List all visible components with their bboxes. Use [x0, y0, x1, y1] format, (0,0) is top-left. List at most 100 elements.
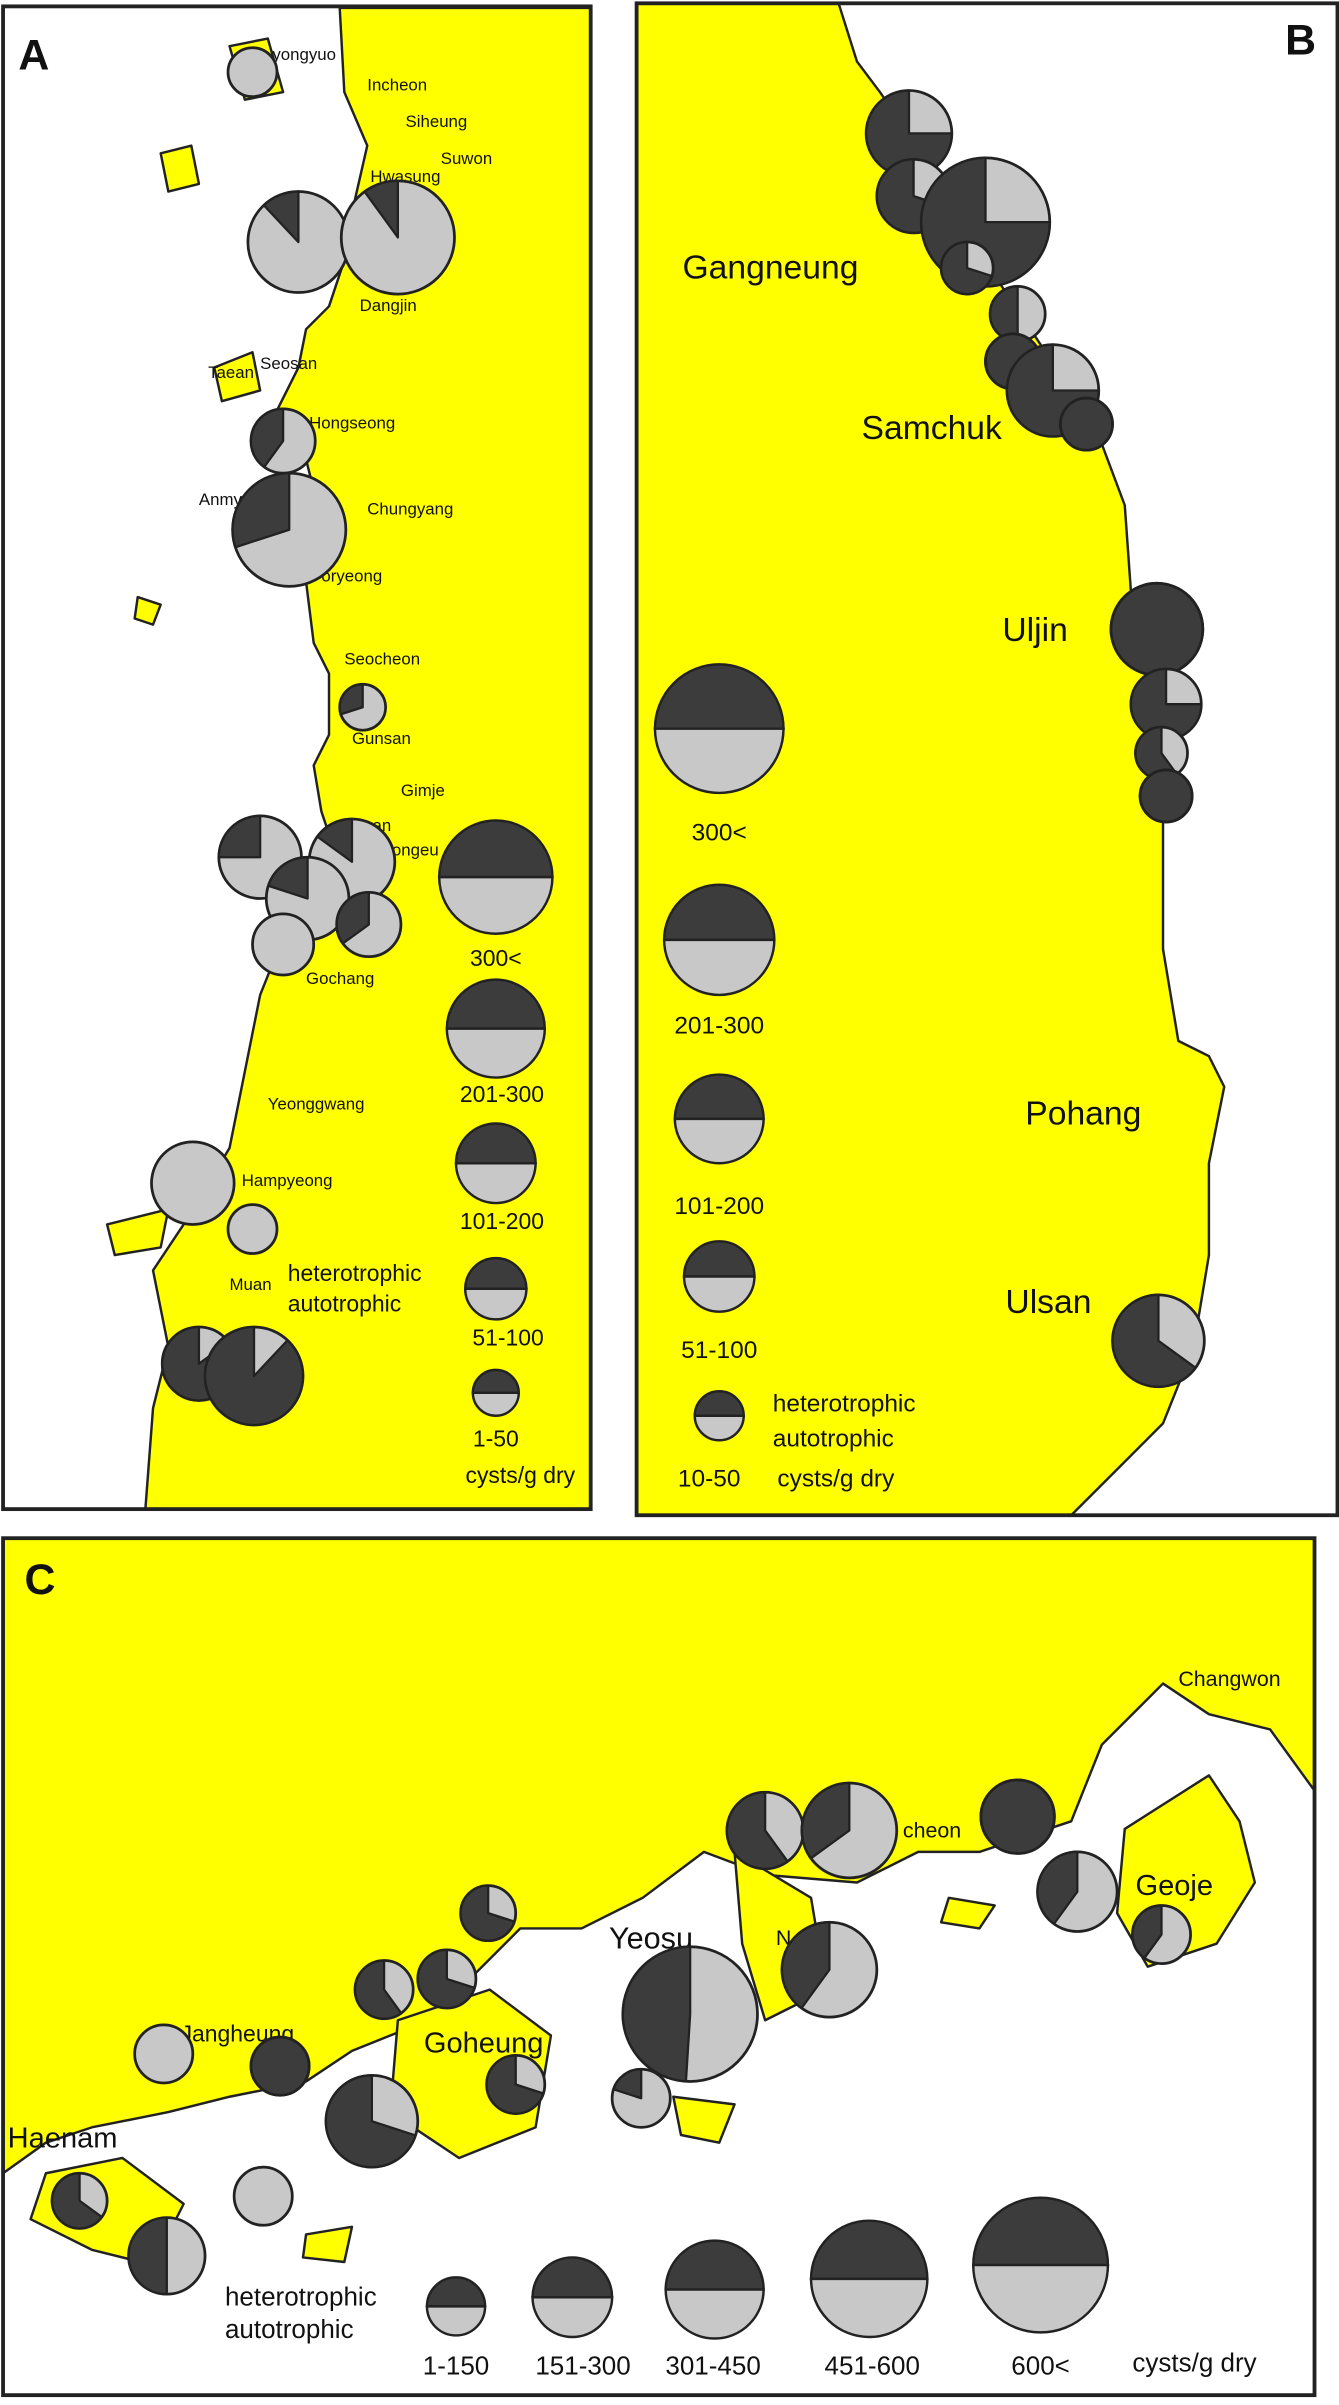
autotrophic-slice [226, 46, 279, 99]
legend-class-label: 300< [692, 820, 747, 847]
legend-class-label: 301-450 [665, 2350, 760, 2380]
heterotrophic-slice [363, 179, 400, 239]
legend-pie [664, 2239, 765, 2340]
place-name: Anmy [199, 490, 243, 509]
heterotrophic-slice [353, 1959, 403, 2020]
cyst-pie [249, 2035, 311, 2097]
legend-class-label: 10-50 [678, 1466, 741, 1493]
legend-class-label: 600< [1011, 2350, 1070, 2380]
legend-class-label: 451-600 [825, 2350, 920, 2380]
island [301, 2225, 354, 2264]
legend-heterotrophic-label: heterotrophic [288, 1260, 422, 1286]
place-name: Geoje [1135, 1870, 1213, 1902]
heterotrophic-slice [50, 2172, 104, 2230]
place-name: Siheung [406, 112, 468, 131]
cyst-pie [979, 1778, 1056, 1855]
cyst-pie [133, 2023, 195, 2085]
heterotrophic-slice [316, 817, 354, 863]
place-name: Haenam [8, 2122, 118, 2154]
heterotrophic-slice [865, 89, 953, 178]
legend-autotrophic-label: autotrophic [288, 1291, 402, 1317]
legend-heterotrophic-label: heterotrophic [773, 1391, 916, 1418]
cyst-pie [939, 240, 995, 296]
cyst-pie [226, 1203, 279, 1255]
cyst-pie [150, 1140, 236, 1226]
island [105, 1207, 170, 1257]
heterotrophic-slice [249, 2035, 311, 2097]
legend-autotrophic [653, 727, 785, 795]
coast [1, 1536, 1316, 2175]
heterotrophic-slice [621, 1945, 692, 2083]
place-name: eongeu [383, 841, 439, 860]
heterotrophic-slice [217, 814, 262, 859]
cyst-pie [339, 179, 456, 296]
legend-class-label: 51-100 [472, 1324, 543, 1350]
legend-unit: cysts/g dry [1132, 2347, 1256, 2377]
legend-pie [673, 1073, 765, 1165]
legend-class-label: 1-150 [423, 2350, 490, 2380]
heterotrophic-slice [1129, 667, 1203, 741]
legend-pie [682, 1240, 756, 1313]
place-name: Suwon [441, 149, 492, 168]
heterotrophic-slice [203, 1325, 305, 1427]
cyst-pie [232, 2165, 294, 2227]
place-name: Samchuk [862, 410, 1002, 447]
place-name: Ulsan [1005, 1284, 1091, 1321]
panel-label: A [18, 32, 49, 80]
legend-pie [972, 2196, 1110, 2334]
cyst-pie [127, 2216, 207, 2296]
legend-pie [463, 1257, 528, 1321]
legend-unit: cysts/g dry [777, 1466, 895, 1493]
cyst-pie [338, 682, 388, 732]
frame [1, 4, 593, 1512]
legend-pie [471, 1368, 520, 1417]
legend-pie [454, 1122, 537, 1205]
legend-autotrophic [437, 875, 554, 935]
frame [634, 1, 1339, 1518]
autotrophic-slice [150, 1140, 236, 1226]
legend-heterotrophic [682, 1240, 756, 1278]
heterotrophic-slice [1036, 1850, 1079, 1926]
place-name: Hongseong [309, 414, 395, 433]
legend-heterotrophic [531, 2256, 614, 2299]
heterotrophic-slice [249, 407, 285, 469]
island [672, 2095, 736, 2144]
cyst-pie [226, 46, 279, 99]
legend-autotrophic [463, 1287, 528, 1321]
cyst-pie [246, 190, 351, 294]
island [133, 595, 162, 626]
legend-pie [531, 2256, 614, 2339]
legend-pie [437, 819, 554, 935]
legend-heterotrophic [972, 2196, 1110, 2267]
cyst-pie [251, 912, 316, 977]
cyst-pie [1059, 396, 1114, 452]
legend-pie [693, 1390, 745, 1442]
legend-autotrophic [809, 2277, 929, 2339]
place-name: Changwon [1178, 1667, 1280, 1691]
cyst-pie [324, 2073, 420, 2169]
legend-heterotrophic [445, 978, 547, 1030]
place-name: Seocheon [344, 649, 420, 668]
cyst-pie [780, 1920, 879, 2019]
place-name: Gimje [401, 781, 445, 800]
legend-autotrophic-label: autotrophic [773, 1426, 894, 1453]
heterotrophic-slice [800, 1781, 851, 1860]
heterotrophic-slice [335, 891, 370, 945]
cyst-pie [485, 2054, 547, 2115]
heterotrophic-slice [1109, 581, 1205, 677]
cyst-pie [1129, 667, 1203, 741]
autotrophic-slice [232, 2165, 294, 2227]
heterotrophic-slice [725, 1791, 789, 1870]
heterotrophic-slice [416, 1948, 476, 2010]
legend-autotrophic [454, 1162, 537, 1205]
cyst-pie [610, 2067, 672, 2129]
legend-heterotrophic [425, 2276, 487, 2308]
heterotrophic-slice [979, 1778, 1056, 1855]
cyst-pie [1109, 581, 1205, 677]
heterotrophic-slice [1138, 768, 1194, 824]
autotrophic-slice [133, 2023, 195, 2085]
cyst-pie [231, 471, 348, 588]
